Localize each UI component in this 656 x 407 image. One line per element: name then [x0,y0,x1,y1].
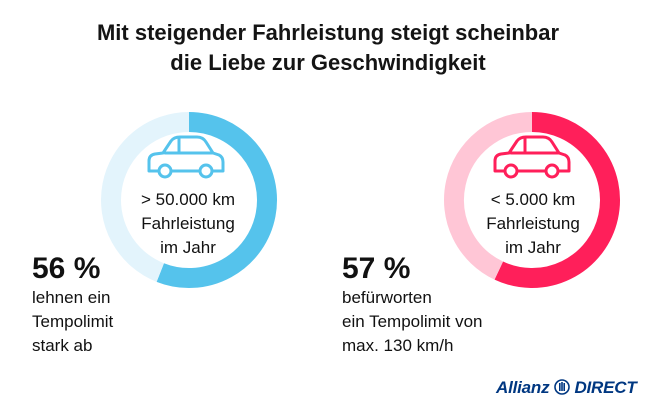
car-icon [147,135,225,179]
car-icon [493,135,571,179]
donut-center-label-low: < 5.000 km Fahrleistung im Jahr [475,188,591,260]
percentage-description-high: lehnen ein Tempolimit stark ab [32,286,113,358]
allianz-eagle-icon [554,379,570,395]
description-line: lehnen ein [32,288,111,307]
donut-slice-value [156,112,277,288]
description-line: Tempolimit [32,312,114,331]
center-label-line: Fahrleistung [141,214,235,233]
allianz-direct-logo: Allianz DIRECT [496,378,637,398]
center-label-line: < 5.000 km [490,190,576,209]
center-label-line: Fahrleistung [486,214,580,233]
donut-slice-remainder [444,112,533,280]
chart-title-line-2: die Liebe zur Geschwindigkeit [170,50,486,75]
center-label-line: > 50.000 km [140,190,236,209]
donut-chart-high-mileage [101,112,277,288]
chart-title-line-1: Mit steigender Fahrleistung steigt schei… [96,20,560,45]
percentage-value-low: 57 % [342,252,411,285]
description-line: ein Tempolimit von [342,312,483,331]
donut-slice-remainder [101,112,190,282]
center-label-line: im Jahr [505,238,561,257]
logo-brand: Allianz [496,378,550,397]
logo-suffix: DIRECT [574,378,637,397]
description-line: befürworten [342,288,432,307]
percentage-description-low: befürworten ein Tempolimit von max. 130 … [342,286,482,358]
donut-center-label-high: > 50.000 km Fahrleistung im Jahr [130,188,246,260]
donut-chart-low-mileage [444,112,620,288]
description-line: stark ab [32,336,93,355]
percentage-value-high: 56 % [32,252,101,285]
chart-title: Mit steigender Fahrleistung steigt schei… [0,18,656,78]
donut-slice-value [494,112,620,288]
center-label-line: im Jahr [160,238,216,257]
description-line: max. 130 km/h [342,336,454,355]
